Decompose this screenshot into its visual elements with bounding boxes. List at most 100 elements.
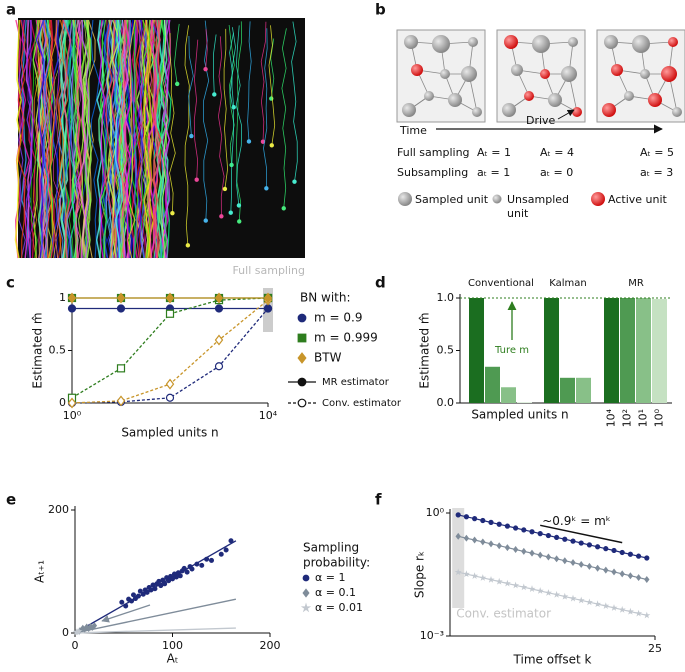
neuron (30, 19, 38, 259)
point (181, 565, 187, 571)
legend-title: BN with: (300, 291, 351, 305)
legend-symbol (297, 352, 307, 364)
point (520, 583, 528, 591)
neuron (87, 19, 96, 259)
legend-symbol (492, 194, 502, 204)
point (91, 622, 98, 629)
neuron (35, 19, 45, 259)
point (496, 521, 502, 527)
x-axis-label: Sampled units n (121, 426, 218, 440)
legend-symbol (591, 192, 605, 206)
neuron (268, 25, 276, 146)
neuron (223, 28, 229, 189)
y-tick-label: 0 (59, 396, 66, 409)
soma (203, 66, 208, 72)
point (586, 542, 593, 548)
soma (228, 210, 233, 215)
point (529, 529, 535, 535)
neuron (202, 20, 210, 221)
legend-symbol (302, 574, 310, 582)
caption: Full sampling (232, 264, 305, 277)
y-tick-label: 10⁻³ (420, 629, 444, 642)
point (488, 519, 494, 525)
point (75, 627, 83, 635)
point (512, 545, 519, 553)
point (140, 591, 146, 597)
point (158, 583, 164, 589)
point (578, 560, 584, 568)
point (462, 570, 470, 578)
x-axis-label: Aₜ (167, 652, 179, 666)
legend-label: m = 0.999 (314, 331, 378, 345)
point (137, 588, 143, 594)
bar (636, 298, 651, 403)
neuron (104, 19, 114, 259)
point (536, 587, 544, 594)
point (480, 538, 486, 546)
point (570, 538, 576, 544)
legend-label: Active unit (608, 193, 668, 206)
point (455, 532, 461, 540)
legend-label: α = 1 (315, 571, 345, 584)
point (577, 596, 585, 604)
y-axis-label: Slope rₖ (413, 551, 427, 598)
point (116, 304, 126, 313)
point (585, 598, 593, 606)
neuron (212, 34, 217, 95)
point (67, 292, 77, 304)
neuron (70, 19, 78, 259)
point (644, 555, 650, 561)
unit (624, 91, 634, 101)
point (214, 362, 224, 371)
legend-label: Conv. estimator (322, 398, 402, 409)
unit (604, 35, 618, 49)
point (635, 574, 642, 582)
point (177, 573, 183, 579)
neuron (100, 19, 110, 259)
point (116, 364, 126, 373)
row-label: Full sampling (397, 146, 470, 159)
annotation-line (540, 524, 623, 544)
neuron (281, 28, 287, 209)
neuron (169, 33, 176, 214)
point (610, 604, 618, 611)
neuron (188, 35, 194, 137)
soma (174, 81, 180, 87)
soma (185, 243, 191, 248)
x-tick-label: 25 (648, 642, 662, 655)
neuron (77, 19, 87, 259)
point (553, 534, 560, 541)
point (619, 570, 625, 578)
unit (648, 93, 662, 107)
point (504, 523, 511, 529)
row-label: Subsampling (397, 166, 468, 179)
fit-line (74, 598, 237, 634)
bar (517, 402, 532, 403)
panel-label: e (6, 491, 16, 509)
y-tick-label: 0.5 (437, 344, 455, 357)
unit (404, 35, 418, 49)
point (487, 576, 495, 583)
point (512, 581, 520, 589)
point (545, 553, 552, 561)
soma (236, 203, 242, 208)
row-value: aₜ = 3 (640, 166, 673, 179)
y-tick-label: 0.0 (437, 396, 455, 409)
legend-label: MR estimator (322, 377, 390, 388)
unit (432, 35, 450, 53)
point (529, 549, 535, 557)
point (504, 544, 511, 552)
unit (532, 35, 550, 53)
soma (219, 214, 224, 219)
point (611, 547, 617, 554)
point (562, 557, 568, 565)
row-value: Aₜ = 4 (540, 146, 574, 159)
point (594, 564, 601, 572)
neuron (82, 19, 92, 259)
legend-label: unit (507, 207, 529, 220)
neuron (127, 19, 136, 259)
legend-symbol (297, 333, 307, 343)
point (570, 559, 576, 567)
neuron (136, 19, 145, 259)
unit (472, 107, 482, 117)
